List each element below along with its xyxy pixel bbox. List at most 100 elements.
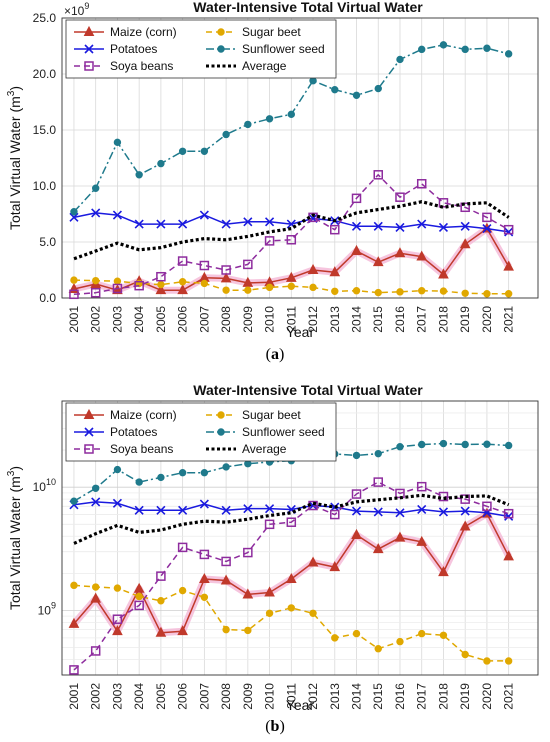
data-point (156, 571, 166, 581)
data-point (91, 583, 100, 591)
series-potatoes (69, 208, 514, 237)
data-point (265, 504, 275, 514)
data-point (504, 50, 513, 58)
data-point (265, 217, 275, 227)
data-point (460, 202, 470, 213)
data-point (503, 224, 514, 235)
data-point (461, 440, 469, 449)
data-point (372, 256, 384, 267)
data-point (396, 55, 404, 64)
data-point (113, 138, 122, 147)
data-point (91, 484, 100, 492)
data-point (242, 276, 254, 287)
data-point (90, 592, 102, 603)
data-point (503, 260, 514, 271)
data-point (396, 288, 404, 296)
data-point (199, 499, 209, 509)
data-point (112, 614, 123, 624)
data-point (178, 278, 187, 286)
legend-marker (84, 61, 94, 71)
data-point (178, 147, 187, 155)
data-point (70, 208, 78, 216)
data-point (265, 609, 274, 617)
series-soya-beans (69, 170, 514, 300)
x-tick-label: 2001 (67, 683, 81, 710)
legend-label: Sunflower seed (242, 425, 325, 439)
legend-marker (217, 28, 225, 36)
y-tick-label: 1010 (33, 477, 56, 494)
x-axis-label: Year (286, 697, 315, 713)
chart-title: Water-Intensive Total Virtual Water (193, 382, 423, 398)
data-point (396, 443, 404, 451)
data-point (418, 287, 426, 295)
y-axis-label: Total Virtual Water (m3) (6, 86, 23, 230)
data-point (329, 266, 341, 277)
x-tick-label: 2005 (154, 683, 168, 710)
panel-caption: (a) (266, 346, 285, 363)
x-tick-label: 2009 (241, 683, 255, 710)
legend-marker (83, 25, 95, 36)
x-tick-label: 2007 (197, 306, 211, 333)
data-point (91, 184, 100, 192)
legend-label: Average (242, 59, 287, 73)
panel-caption: (b) (265, 718, 285, 735)
y-multiplier: ×109 (64, 1, 89, 18)
data-point (243, 504, 253, 514)
data-point (244, 460, 252, 468)
data-point (373, 170, 383, 180)
y-tick-label: 10.0 (33, 179, 57, 193)
y-tick-label: 109 (38, 601, 56, 618)
data-point (112, 210, 122, 220)
data-point (134, 219, 144, 229)
x-tick-label: 2010 (263, 306, 277, 333)
data-point (155, 284, 167, 295)
x-tick-label: 2020 (480, 306, 494, 333)
x-tick-label: 2018 (436, 306, 450, 333)
data-point (91, 497, 101, 507)
data-point (352, 451, 361, 460)
legend-label: Sugar beet (242, 25, 301, 39)
data-point (287, 110, 296, 119)
data-point (220, 574, 232, 585)
legend-marker (84, 444, 94, 454)
x-tick-label: 2008 (219, 683, 233, 710)
x-tick-label: 2021 (502, 306, 516, 333)
data-point (504, 441, 513, 450)
data-point (373, 477, 383, 487)
data-point (504, 511, 514, 521)
legend-label: Soya beans (110, 442, 173, 456)
data-point (438, 198, 449, 208)
data-point (439, 631, 448, 639)
x-tick-label: 2002 (89, 306, 103, 333)
data-point (482, 223, 492, 234)
data-point (416, 250, 428, 261)
data-point (330, 509, 340, 520)
data-point (177, 284, 188, 295)
data-point (68, 617, 80, 628)
data-point (331, 634, 339, 642)
legend-marker (84, 44, 94, 54)
x-tick-label: 2016 (393, 306, 407, 333)
data-point (439, 41, 448, 49)
data-point (331, 85, 339, 94)
data-point (329, 561, 341, 572)
legend: Maize (corn) Sugar beet Potatoes Sunflower … (65, 19, 337, 79)
x-tick-label: 2015 (371, 683, 385, 710)
data-point (134, 280, 144, 291)
data-point (244, 120, 252, 129)
series-sunflower-seed (70, 439, 513, 505)
data-point (113, 277, 122, 285)
data-point (244, 286, 252, 294)
y-tick-label: 20.0 (33, 67, 57, 81)
data-point (438, 222, 449, 233)
data-point (222, 625, 230, 634)
data-point (286, 235, 297, 245)
data-point (221, 265, 231, 275)
data-point (264, 519, 275, 530)
data-point (374, 645, 382, 653)
legend-label: Potatoes (110, 425, 157, 439)
legend-marker (84, 427, 94, 437)
data-point (112, 283, 123, 294)
data-point (331, 287, 339, 295)
